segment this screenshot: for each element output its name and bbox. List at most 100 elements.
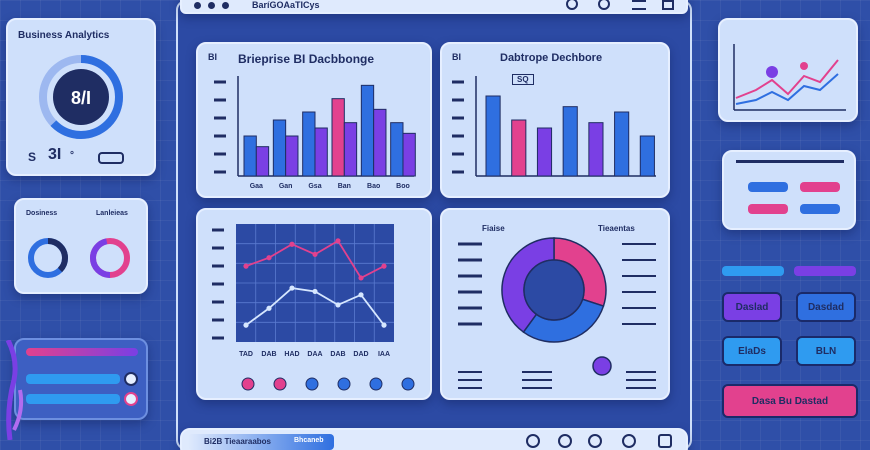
line-tick-label: HAD (284, 351, 299, 358)
filter-row-2b[interactable] (800, 204, 840, 214)
window-dot-2[interactable] (208, 2, 215, 9)
bar2-bar (588, 122, 604, 177)
action-button-4[interactable]: BLN (796, 336, 856, 366)
search-icon[interactable] (566, 0, 578, 10)
bar1-bar-b (402, 132, 416, 177)
share-icon[interactable] (526, 434, 540, 448)
toggle-icon[interactable] (124, 372, 138, 386)
bar1-bar-b (255, 146, 270, 177)
bottom-chip-label-2: Bhcaneb (294, 437, 324, 444)
user-icon[interactable] (598, 0, 610, 10)
close-icon[interactable] (658, 434, 672, 448)
bottom-chip[interactable]: Bi2B Tieaaraabos Bhcaneb (188, 434, 334, 450)
bar2-bar (562, 106, 578, 177)
menu-icon[interactable] (632, 0, 646, 10)
legend-dot (273, 377, 287, 391)
bar2-bar (639, 135, 655, 177)
line-point (289, 285, 295, 291)
bar1-bar-a (390, 122, 404, 177)
filter-row-2[interactable] (748, 204, 788, 214)
bar1-bar-a (272, 119, 287, 177)
cta-button[interactable]: Dasa Bu Dastad (722, 384, 858, 418)
line-chart-panel: TAD DAB HAD DAA DAB DAD IAA (196, 208, 432, 400)
bar-panel-1-tag: BI (208, 52, 217, 62)
action-button-1[interactable]: Daslad (722, 292, 782, 322)
filters-card (722, 150, 856, 230)
mini-donut-card: Dosiness Lanleieas (14, 198, 148, 294)
filter-row-1b[interactable] (800, 182, 840, 192)
bar1-bar-a (331, 98, 345, 177)
bar1-bar-b (343, 122, 358, 177)
bar-panel-1-title: Brieprise BI Dacbbonge (238, 52, 375, 66)
legend-dot (305, 377, 319, 391)
line-point (243, 263, 249, 269)
bar-panel-2-tag: BI (452, 52, 461, 62)
bar1-tick-label: Gsa (308, 183, 321, 190)
bar-panel-2-title: Dabtrope Dechbore (500, 52, 603, 64)
line-point (381, 322, 387, 328)
mini-donut-1 (28, 238, 68, 278)
donut-chart-panel: Fiaise Tieaentas (440, 208, 670, 400)
analytics-title: Business Analytics (18, 30, 110, 41)
line-tick-label: DAB (330, 351, 345, 358)
window-dot-3[interactable] (222, 2, 229, 9)
bar2-bar (614, 111, 630, 177)
bar1-bar-a (360, 84, 375, 177)
line-tick-label: IAA (378, 351, 390, 358)
legend-dot (369, 377, 383, 391)
progress-bar-2 (26, 374, 120, 384)
donut-label-left: Fiaise (482, 224, 505, 233)
line-point (358, 275, 364, 281)
line-tick-label: DAB (261, 351, 276, 358)
bar1-bar-b (285, 135, 299, 177)
gauge-chart: 8/Ι (39, 55, 123, 139)
stat-chip (98, 152, 124, 164)
bar-chart-2 (452, 76, 656, 177)
line-point (381, 263, 387, 269)
action-button-2[interactable]: Dasdad (796, 292, 856, 322)
circle-icon-1[interactable] (558, 434, 572, 448)
bar2-bar (536, 127, 553, 177)
filter-row-1[interactable] (748, 182, 788, 192)
progress-card (14, 338, 148, 420)
bar-chart-panel-1: BI Brieprise BI Dacbbonge Gaa Gan Gsa Ban Ba… (196, 42, 432, 198)
action-button-3[interactable]: ElaDs (722, 336, 782, 366)
line-point (266, 255, 272, 261)
line-point (312, 251, 318, 257)
bar-panel-2-subtag: SQ (512, 74, 534, 85)
progress-bar-1 (26, 348, 138, 356)
analytics-card: Business Analytics 8/Ι S 3I ° (6, 18, 156, 176)
line-point (243, 322, 249, 328)
bar2-bar (485, 95, 501, 177)
settings-icon[interactable] (622, 434, 636, 448)
gauge-value: 8/Ι (71, 88, 91, 108)
window-titlebar: BaríGOAaTICys (180, 0, 688, 14)
line-tick-label: DAD (353, 351, 368, 358)
bar1-bar-a (302, 111, 316, 177)
bar1-tick-label: Ban (338, 183, 351, 190)
bar1-bar-a (243, 135, 257, 177)
grid-icon[interactable] (662, 0, 674, 10)
bar1-bar-b (373, 108, 387, 177)
line-chart: TAD DAB HAD DAA DAB DAD IAA (212, 224, 415, 391)
bar-chart-panel-2: BI Dabtrope Dechbore SQ (440, 42, 670, 198)
plant-decoration (5, 340, 24, 440)
right-bar-2 (794, 266, 856, 276)
legend-dot (241, 377, 255, 391)
donut-hole (523, 259, 585, 321)
circle-icon-2[interactable] (588, 434, 602, 448)
donut-chart (458, 237, 656, 389)
line-point (335, 238, 341, 244)
right-bar-1 (722, 266, 784, 276)
bottom-chip-label: Bi2B Tieaaraabos (204, 437, 271, 446)
bar1-bar-b (314, 127, 328, 177)
bar1-tick-label: Boo (396, 183, 410, 190)
line-tick-label: TAD (239, 351, 253, 358)
line-tick-label: DAA (307, 351, 322, 358)
line-point (335, 302, 341, 308)
stat-value: 3I (48, 146, 62, 163)
legend-dot (401, 377, 415, 391)
toggle-icon-2[interactable] (124, 392, 138, 406)
window-dot-1[interactable] (194, 2, 201, 9)
sparkline-chart (733, 44, 846, 111)
